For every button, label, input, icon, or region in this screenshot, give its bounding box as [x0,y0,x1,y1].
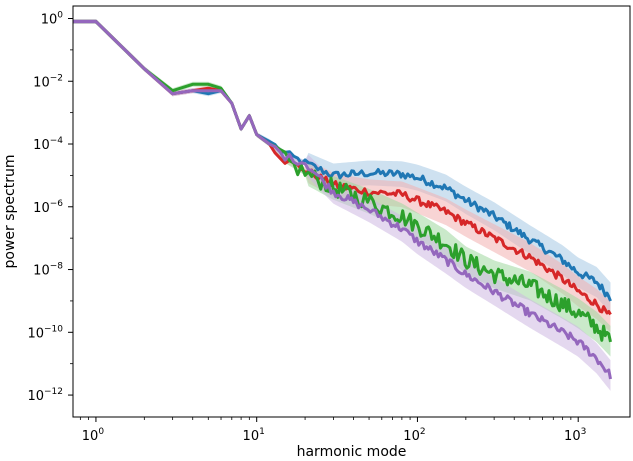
y-tick-label: 100 [41,10,64,27]
x-tick-label: 102 [403,427,425,444]
x-tick-label: 103 [564,427,586,444]
y-tick-label: 10−8 [33,262,63,279]
y-tick-label: 10−4 [33,136,63,153]
x-tick-label: 100 [82,427,105,444]
y-tick-label: 10−12 [27,387,63,404]
plot-frame [72,5,631,418]
y-axis-label: power spectrum [2,155,18,269]
x-tick-label: 101 [243,427,265,444]
series-4-line [73,20,612,380]
series-4-band [73,19,611,391]
y-tick-label: 10−2 [33,73,63,90]
series-1-line [73,20,612,302]
series-3-line [73,20,612,343]
plot-area [73,19,612,391]
x-axis-label: harmonic mode [297,444,407,460]
y-tick-label: 10−6 [33,199,63,216]
y-tick-label: 10−10 [27,324,63,341]
axes: 100 101 102 103 100 10−2 10−4 10−6 10−8 10−10 10−1… [27,10,586,444]
